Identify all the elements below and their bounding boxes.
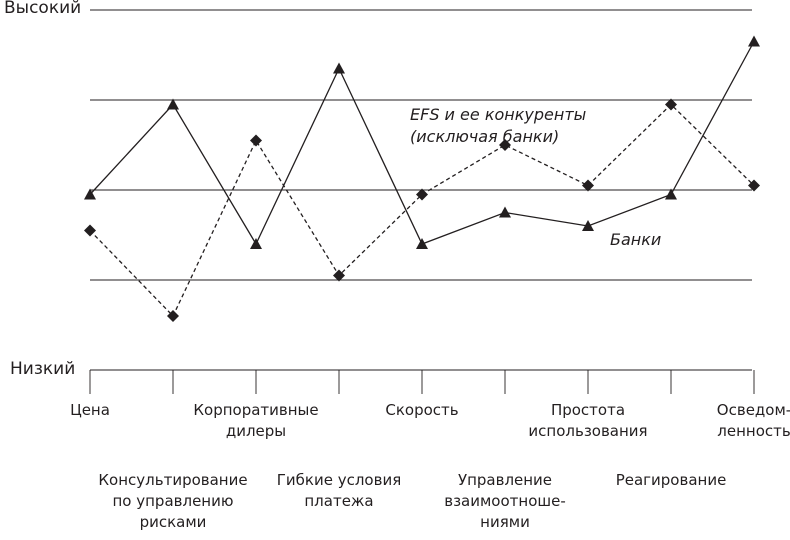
series-label-competitors-line-2: (исключая банки) <box>410 127 560 146</box>
triangle-marker <box>748 35 760 47</box>
x-tick-label: Корпоративные дилеры <box>193 400 318 442</box>
x-tick-label-line: дилеры <box>225 422 287 440</box>
series-label-competitors-line-1: EFS и ее конкуренты <box>410 105 587 124</box>
triangle-marker <box>84 188 96 200</box>
triangle-marker <box>582 220 594 231</box>
x-tick-label: Консультирование по управлению рисками <box>98 470 247 533</box>
diamond-marker <box>84 224 96 237</box>
x-tick-label-line: Гибкие условия <box>276 471 402 489</box>
triangle-marker <box>499 206 511 218</box>
y-axis-high-label: Высокий <box>4 0 82 18</box>
triangle-marker <box>333 62 345 74</box>
x-tick-label-line: Корпоративные <box>193 401 319 419</box>
x-tick-label-line: Цена <box>70 401 110 419</box>
x-tick-label-line: ниями <box>480 513 530 531</box>
triangle-marker <box>416 238 428 249</box>
diamond-marker <box>582 179 594 192</box>
diamond-marker <box>167 310 179 322</box>
triangle-marker <box>665 188 677 200</box>
triangle-marker <box>167 98 179 110</box>
diamond-marker <box>748 179 760 192</box>
diamond-marker <box>250 134 262 147</box>
x-tick-label-line: Простота <box>550 401 626 419</box>
x-tick-label-line: Скорость <box>385 401 459 419</box>
x-tick-label-line: Реагирование <box>615 471 727 489</box>
x-tick-label: Осведом-ленность <box>717 400 790 442</box>
x-tick-label-line: Управление <box>457 471 553 489</box>
x-tick-label-line: по управлению <box>112 492 234 510</box>
series-label-banks: Банки <box>610 230 662 249</box>
x-tick-label-line: рисками <box>139 513 207 531</box>
x-tick-label-line: взаимоотноше- <box>444 492 566 510</box>
diamond-marker <box>333 269 345 282</box>
x-tick-label-line: Осведом- <box>716 401 790 419</box>
x-tick-label-line: ленность <box>717 422 790 440</box>
diamond-marker <box>665 98 677 111</box>
triangle-marker <box>250 238 262 249</box>
x-tick-label: Цена <box>70 400 110 421</box>
x-tick-label: Реагирование <box>616 470 727 491</box>
x-tick-label: Гибкие условия платежа <box>277 470 401 512</box>
x-tick-label: Скорость <box>385 400 458 421</box>
diamond-marker <box>416 188 428 201</box>
y-axis-low-label: Низкий <box>10 359 76 379</box>
series-label-competitors: EFS и ее конкуренты (исключая банки) <box>410 104 586 148</box>
series-line-1 <box>89 103 755 318</box>
x-tick-label-line: Консультирование <box>98 471 248 489</box>
x-tick-label-line: использования <box>528 422 648 440</box>
x-tick-label: Простота использования <box>528 400 647 442</box>
x-tick-label: Управление взаимоотноше-ниями <box>444 470 566 533</box>
diamond-marker <box>499 139 511 151</box>
x-tick-label-line: платежа <box>304 492 374 510</box>
